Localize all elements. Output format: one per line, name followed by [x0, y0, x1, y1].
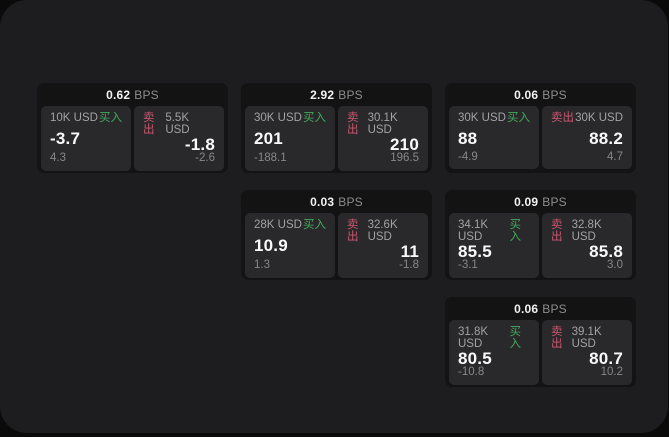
sell-change: -2.6	[195, 152, 215, 164]
sell-change: 196.5	[390, 152, 419, 164]
card-header: 0.62 BPS	[41, 83, 224, 106]
card-header: 0.06 BPS	[449, 83, 632, 106]
buy-price: 88	[458, 128, 478, 148]
buy-price: 85.5	[458, 242, 492, 261]
bps-unit: BPS	[338, 87, 363, 102]
buy-change: -3.1	[458, 259, 478, 271]
sell-panel[interactable]: 卖出 30K USD 88.2 4.7	[542, 106, 632, 169]
quote-card: 0.06 BPS 31.8K USD 买入 80.5 -10.8 卖出 39.1…	[445, 297, 636, 387]
buy-amount: 28K USD	[254, 219, 302, 231]
sell-change: 3.0	[607, 259, 623, 271]
buy-price: 80.5	[458, 349, 492, 368]
card-body: 30K USD 买入 88 -4.9 卖出 30K USD 88.2 4.7	[449, 106, 632, 169]
sell-price: 88.2	[589, 128, 623, 148]
sell-price: -1.8	[184, 135, 215, 154]
sell-label: 卖出	[347, 112, 359, 136]
buy-amount: 30K USD	[458, 112, 506, 124]
bps-unit: BPS	[542, 87, 567, 102]
sell-change: -1.8	[399, 259, 419, 271]
sell-panel[interactable]: 卖出 32.8K USD 85.8 3.0	[542, 213, 632, 278]
quote-card: 0.09 BPS 34.1K USD 买入 85.5 -3.1 卖出 32.8K…	[445, 190, 636, 280]
sell-price: 11	[400, 242, 419, 261]
buy-change: 1.3	[254, 259, 270, 271]
sell-price: 80.7	[589, 349, 623, 368]
buy-label: 买入	[509, 326, 521, 350]
sell-amount: 30.1K USD	[367, 112, 398, 136]
buy-label: 买入	[509, 219, 521, 243]
card-header: 0.06 BPS	[449, 297, 632, 320]
buy-panel[interactable]: 30K USD 买入 201 -188.1	[245, 106, 335, 171]
card-body: 31.8K USD 买入 80.5 -10.8 卖出 39.1K USD 80.…	[449, 320, 632, 385]
sell-change: 4.7	[607, 150, 623, 163]
buy-amount: 34.1K USD	[458, 219, 489, 243]
bps-value: 0.09	[514, 194, 539, 209]
buy-panel[interactable]: 30K USD 买入 88 -4.9	[449, 106, 539, 169]
sell-amount: 30K USD	[575, 112, 623, 124]
buy-price: 201	[254, 129, 283, 149]
buy-panel[interactable]: 10K USD 买入 -3.7 4.3	[41, 106, 131, 171]
sell-panel[interactable]: 卖出 39.1K USD 80.7 10.2	[542, 320, 632, 385]
quote-card: 0.06 BPS 30K USD 买入 88 -4.9 卖出 30K USD 8…	[445, 83, 636, 173]
card-body: 34.1K USD 买入 85.5 -3.1 卖出 32.8K USD 85.8…	[449, 213, 632, 278]
sell-amount: 39.1K USD	[571, 326, 602, 350]
buy-amount: 30K USD	[254, 112, 302, 124]
buy-panel[interactable]: 28K USD 买入 10.9 1.3	[245, 213, 335, 278]
sell-panel[interactable]: 卖出 5.5K USD -1.8 -2.6	[134, 106, 224, 171]
sell-price: 210	[390, 135, 419, 154]
bps-value: 0.03	[310, 194, 335, 209]
bps-value: 0.06	[514, 301, 539, 316]
card-header: 2.92 BPS	[245, 83, 428, 106]
sell-change: 10.2	[600, 366, 623, 378]
card-body: 30K USD 买入 201 -188.1 卖出 30.1K USD 210 1…	[245, 106, 428, 171]
quote-card: 2.92 BPS 30K USD 买入 201 -188.1 卖出 30.1K …	[241, 83, 432, 173]
card-header: 0.09 BPS	[449, 190, 632, 213]
quote-card: 0.62 BPS 10K USD 买入 -3.7 4.3 卖出 5.5K USD…	[37, 83, 228, 173]
buy-label: 买入	[303, 112, 326, 124]
buy-change: 4.3	[50, 152, 66, 164]
sell-panel[interactable]: 卖出 30.1K USD 210 196.5	[338, 106, 428, 171]
buy-change: -4.9	[458, 150, 478, 163]
buy-label: 买入	[507, 112, 530, 124]
sell-label: 卖出	[143, 112, 155, 136]
buy-price: -3.7	[50, 129, 81, 149]
bps-value: 0.62	[106, 87, 131, 102]
buy-amount: 31.8K USD	[458, 326, 489, 350]
buy-panel[interactable]: 34.1K USD 买入 85.5 -3.1	[449, 213, 539, 278]
sell-label: 卖出	[347, 219, 359, 243]
card-body: 28K USD 买入 10.9 1.3 卖出 32.6K USD 11 -1.8	[245, 213, 428, 278]
card-header: 0.03 BPS	[245, 190, 428, 213]
sell-amount: 32.8K USD	[571, 219, 602, 243]
quote-card: 0.03 BPS 28K USD 买入 10.9 1.3 卖出 32.6K US…	[241, 190, 432, 280]
buy-change: -188.1	[254, 152, 287, 164]
bps-unit: BPS	[134, 87, 159, 102]
buy-label: 买入	[99, 112, 122, 124]
sell-price: 85.8	[589, 242, 623, 261]
sell-label: 卖出	[551, 219, 563, 243]
buy-label: 买入	[303, 219, 326, 231]
bps-unit: BPS	[338, 194, 363, 209]
sell-label: 卖出	[551, 112, 574, 124]
buy-price: 10.9	[254, 236, 288, 256]
sell-amount: 5.5K USD	[165, 112, 190, 136]
sell-amount: 32.6K USD	[367, 219, 398, 243]
buy-panel[interactable]: 31.8K USD 买入 80.5 -10.8	[449, 320, 539, 385]
sell-label: 卖出	[551, 326, 563, 350]
bps-value: 0.06	[514, 87, 539, 102]
bps-unit: BPS	[542, 301, 567, 316]
bps-unit: BPS	[542, 194, 567, 209]
buy-amount: 10K USD	[50, 112, 98, 124]
buy-change: -10.8	[458, 366, 485, 378]
sell-panel[interactable]: 卖出 32.6K USD 11 -1.8	[338, 213, 428, 278]
bps-value: 2.92	[310, 87, 335, 102]
card-body: 10K USD 买入 -3.7 4.3 卖出 5.5K USD -1.8 -2.…	[41, 106, 224, 171]
